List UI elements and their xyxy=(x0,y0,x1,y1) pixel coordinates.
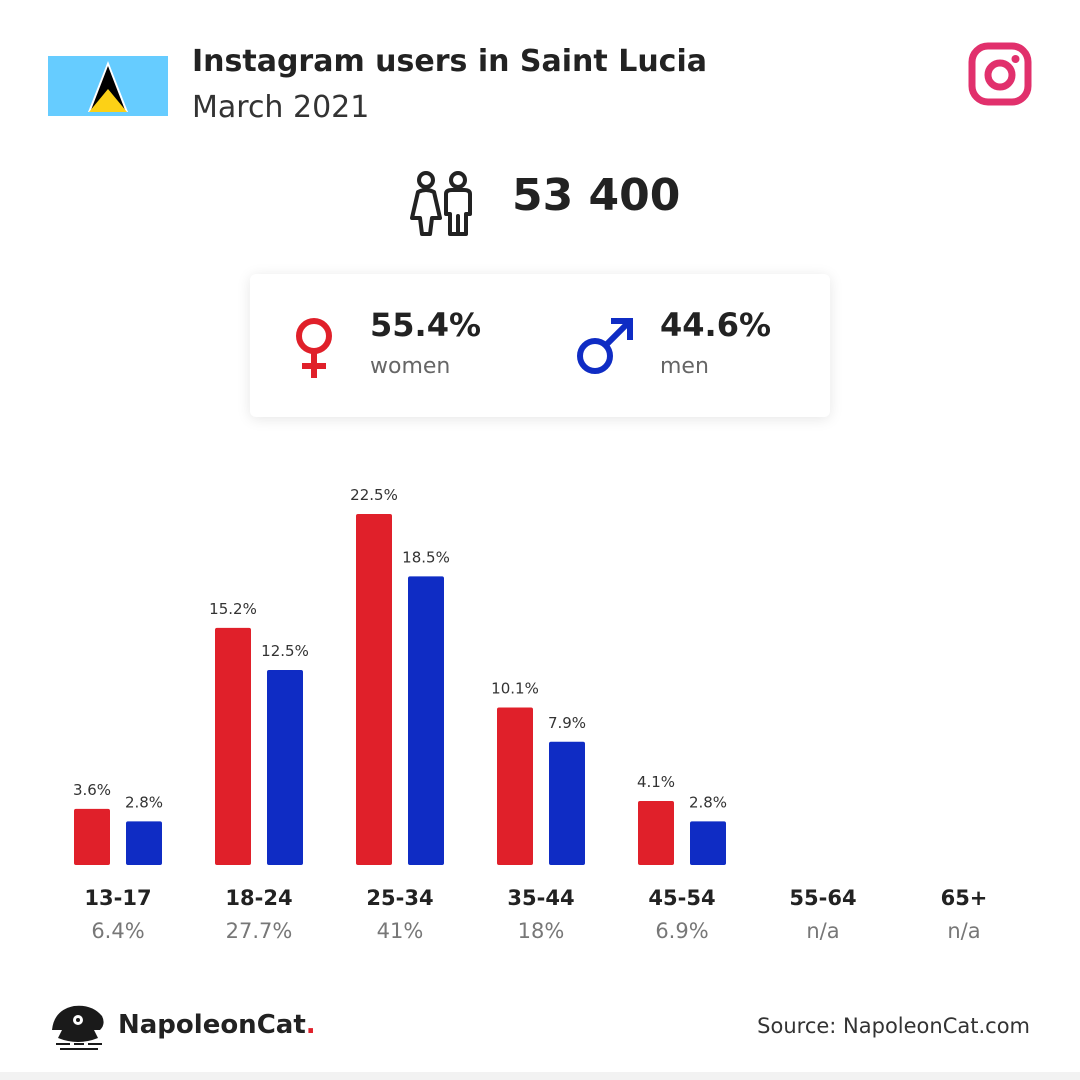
category-label: 35-44 xyxy=(507,886,574,910)
gender-card: 55.4% women 44.6% men xyxy=(250,274,830,417)
category-label: 45-54 xyxy=(648,886,715,910)
category-label: 55-64 xyxy=(789,886,856,910)
brand-name: NapoleonCat. xyxy=(118,1010,316,1040)
saint-lucia-flag-icon xyxy=(48,56,168,116)
bar-18-24-series-1 xyxy=(267,670,303,865)
men-label: men xyxy=(660,354,709,379)
category-label: 18-24 xyxy=(225,886,292,910)
men-percent: 44.6% xyxy=(660,306,772,344)
bar-value-label: 2.8% xyxy=(125,793,163,811)
chart-subtitle: March 2021 xyxy=(192,90,370,125)
chart-title: Instagram users in Saint Lucia xyxy=(192,44,707,79)
category-total-label: 41% xyxy=(377,919,424,943)
category-total-label: 6.4% xyxy=(91,919,144,943)
bar-13-17-series-0 xyxy=(74,808,110,865)
category-label: 65+ xyxy=(941,886,988,910)
bar-18-24-series-0 xyxy=(215,627,251,865)
bar-25-34-series-1 xyxy=(408,576,444,865)
bar-45-54-series-1 xyxy=(690,821,726,865)
category-total-label: n/a xyxy=(806,919,839,943)
bar-value-label: 10.1% xyxy=(491,679,539,697)
bar-value-label: 22.5% xyxy=(350,486,398,504)
brand-name-text: NapoleonCat xyxy=(118,1010,306,1040)
age-gender-bar-chart: 3.6% 2.8% 13-17 6.4% 15.2% 12.5% 18-24 27.7% 22.… xyxy=(73,486,988,943)
bar-value-label: 15.2% xyxy=(209,600,257,618)
bar-35-44-series-1 xyxy=(549,741,585,865)
male-symbol-icon xyxy=(577,318,633,374)
bar-45-54-series-0 xyxy=(638,801,674,865)
bar-value-label: 4.1% xyxy=(637,773,675,791)
bottom-strip xyxy=(0,1072,1080,1080)
bar-value-label: 2.8% xyxy=(689,793,727,811)
category-total-label: 18% xyxy=(518,919,565,943)
category-total-label: n/a xyxy=(947,919,980,943)
bar-13-17-series-1 xyxy=(126,821,162,865)
women-label: women xyxy=(370,354,451,379)
female-symbol-icon xyxy=(296,318,332,378)
bar-35-44-series-0 xyxy=(497,707,533,865)
source-text: Source: NapoleonCat.com xyxy=(757,1014,1030,1038)
instagram-icon xyxy=(968,42,1032,106)
bar-value-label: 18.5% xyxy=(402,548,450,566)
total-users: 53 400 xyxy=(512,170,681,221)
category-label: 25-34 xyxy=(366,886,433,910)
women-percent: 55.4% xyxy=(370,306,482,344)
category-total-label: 6.9% xyxy=(655,919,708,943)
bar-25-34-series-0 xyxy=(356,514,392,865)
bar-value-label: 12.5% xyxy=(261,642,309,660)
category-label: 13-17 xyxy=(84,886,151,910)
napoleoncat-logo-icon xyxy=(52,1005,104,1050)
bar-value-label: 7.9% xyxy=(548,714,586,732)
bar-value-label: 3.6% xyxy=(73,781,111,799)
category-total-label: 27.7% xyxy=(226,919,293,943)
brand-dot: . xyxy=(305,1010,316,1040)
people-icon xyxy=(410,171,472,236)
